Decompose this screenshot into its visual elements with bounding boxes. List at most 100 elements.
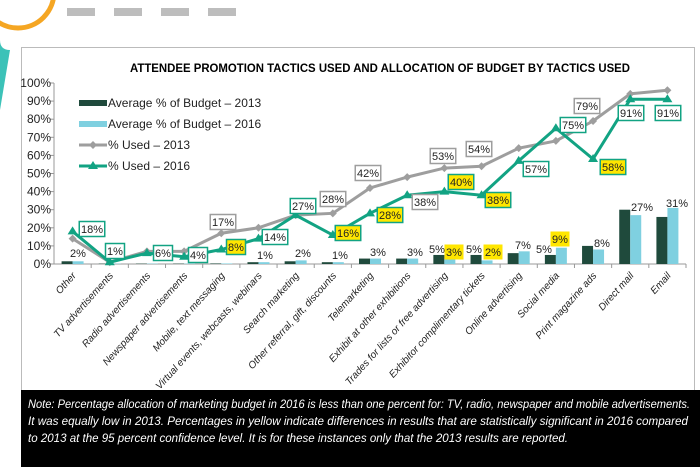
- data-label-box: [654, 104, 682, 122]
- data-label-box: [187, 246, 209, 264]
- data-label: 18%: [81, 224, 103, 236]
- data-label: 28%: [322, 194, 344, 206]
- bar-budget-2013: [359, 258, 370, 264]
- bar-budget-2013: [396, 258, 408, 264]
- y-tick-label: 0%: [34, 257, 52, 271]
- bar-budget-2016: [630, 215, 642, 264]
- triangle-marker-icon: [88, 161, 98, 169]
- legend-label: % Used – 2016: [108, 159, 190, 173]
- significant-label-box: [376, 206, 404, 224]
- data-label: 27%: [292, 201, 314, 213]
- point-used-2013: [514, 144, 523, 153]
- data-label: 14%: [264, 232, 286, 244]
- point-used-2013: [663, 86, 672, 95]
- data-label: 3%: [446, 247, 462, 259]
- bar-budget-2013: [470, 254, 482, 264]
- significant-label-box: [447, 173, 475, 191]
- data-label: 79%: [576, 101, 598, 113]
- data-label: 5%: [536, 244, 552, 256]
- point-used-2013: [440, 164, 449, 173]
- data-label: 91%: [620, 108, 642, 120]
- significant-label-box: [483, 244, 503, 260]
- legend-swatch-budget-2013: [79, 100, 107, 106]
- significant-label-box: [334, 224, 362, 242]
- data-label-box: [152, 244, 174, 262]
- note-line: Note: Percentage allocation of marketing…: [28, 399, 690, 411]
- point-used-2016: [625, 94, 636, 103]
- point-used-2013: [551, 136, 560, 145]
- point-used-2013: [626, 89, 635, 98]
- data-label: 57%: [525, 164, 547, 176]
- significant-label-box: [550, 231, 570, 247]
- y-tick-label: 30%: [27, 203, 51, 217]
- bar-budget-2016: [295, 260, 307, 264]
- point-used-2013: [217, 229, 226, 238]
- bar-budget-2013: [61, 261, 73, 264]
- data-label-box: [617, 104, 645, 122]
- point-used-2016: [439, 186, 450, 195]
- bar-budget-2013: [284, 261, 296, 264]
- bar-budget-2016: [370, 258, 381, 264]
- y-tick-label: 50%: [27, 167, 51, 181]
- data-label: 58%: [602, 162, 624, 174]
- data-label: 1%: [107, 246, 123, 258]
- data-label-box: [261, 228, 289, 246]
- data-label-box: [354, 164, 382, 182]
- y-tick-label: 20%: [27, 221, 51, 235]
- data-label: 27%: [631, 202, 653, 214]
- y-tick-label: 60%: [27, 148, 51, 162]
- bars: [61, 207, 679, 264]
- significant-label-box: [484, 191, 512, 209]
- data-label: 16%: [337, 228, 359, 240]
- legend-label: % Used – 2013: [108, 138, 190, 152]
- data-label-box: [319, 190, 347, 208]
- point-used-2016: [662, 94, 673, 103]
- data-label: 38%: [414, 197, 436, 209]
- y-axis: 0% 10% 20% 30% 40% 50% 60% 70% 80% 90% 100%: [20, 76, 55, 271]
- data-label: 8%: [594, 238, 610, 250]
- point-used-2016: [67, 226, 78, 235]
- data-label: 75%: [562, 120, 584, 132]
- teal-shape: [0, 40, 10, 110]
- legend: Average % of Budget – 2013 Average % of …: [79, 96, 262, 173]
- data-label: 1%: [257, 250, 273, 262]
- point-used-2016: [104, 257, 115, 266]
- point-used-2013: [366, 183, 374, 192]
- data-label: 53%: [432, 151, 454, 163]
- data-label: 9%: [552, 234, 568, 246]
- data-label: 91%: [657, 108, 679, 120]
- point-used-2013: [589, 117, 598, 126]
- note-line: to 2013 at the 95 percent confidence lev…: [28, 433, 568, 445]
- bar-budget-2013: [582, 245, 594, 264]
- point-used-2016: [402, 190, 413, 199]
- note-box: [21, 390, 700, 467]
- point-used-2016: [476, 190, 487, 199]
- data-label-box: [559, 116, 587, 134]
- y-tick-label: 40%: [27, 185, 51, 199]
- data-label: 5%: [466, 244, 482, 256]
- legend-swatch-budget-2016: [79, 121, 107, 127]
- bar-budget-2016: [667, 207, 679, 264]
- point-used-2013: [254, 223, 263, 232]
- bar-budget-2016: [407, 258, 419, 264]
- bar-budget-2013: [247, 262, 259, 264]
- point-used-2016: [550, 123, 561, 132]
- point-used-2013: [328, 209, 337, 218]
- data-label: 31%: [666, 198, 688, 210]
- data-label-box: [289, 197, 317, 215]
- data-label: 6%: [155, 248, 171, 260]
- chart-title: ATTENDEE PROMOTION TACTICS USED AND ALLO…: [130, 61, 630, 75]
- data-label-box: [573, 97, 601, 115]
- data-label: 3%: [407, 247, 423, 259]
- bar-budget-2013: [321, 262, 333, 264]
- bar-budget-2016: [481, 260, 493, 264]
- decoration: [0, 0, 236, 110]
- bar-budget-2013: [433, 254, 445, 264]
- data-label-box: [465, 140, 493, 158]
- bar-budget-2016: [258, 262, 270, 264]
- bar-budget-2016: [518, 251, 530, 264]
- point-used-2013: [477, 162, 486, 171]
- bar-budget-2013: [656, 216, 668, 264]
- data-label: 2%: [70, 248, 86, 260]
